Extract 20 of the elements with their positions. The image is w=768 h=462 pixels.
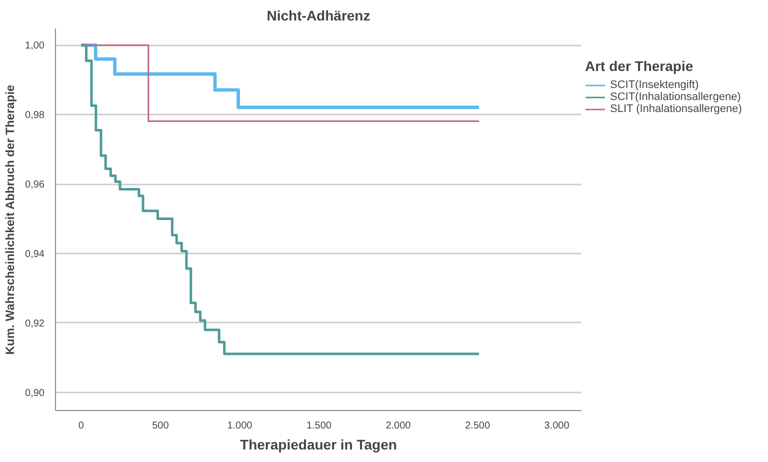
x-tick-label: 500: [152, 420, 170, 432]
legend-label: SLIT (Inhalationsallergene): [610, 103, 742, 115]
y-tick-label: 0,98: [25, 110, 45, 122]
legend-title: Art der Therapie: [585, 58, 694, 74]
y-tick-label: 0,90: [25, 388, 45, 399]
x-tick-label: 2.500: [464, 420, 490, 432]
y-axis-title: Kum. Wahrscheinlichkeit Abbruch der Therapie: [3, 84, 18, 355]
chart-title: Nicht-Adhärenz: [266, 8, 370, 24]
x-tick-label: 1.000: [227, 420, 253, 432]
legend-label: SCIT(Inhalationsallergene): [610, 91, 741, 103]
x-axis-title: Therapiedauer in Tagen: [240, 436, 397, 452]
x-tick-label: 1.500: [306, 420, 332, 432]
x-tick-label: 2.000: [386, 420, 412, 432]
y-tick-label: 0,94: [25, 249, 45, 260]
legend-label: SCIT(Insektengift): [610, 79, 699, 91]
x-tick-label: 0: [78, 420, 84, 432]
y-tick-label: 0,92: [25, 318, 45, 330]
x-tick-label: 3.000: [544, 420, 570, 432]
y-tick-label: 1,00: [25, 40, 45, 52]
y-tick-label: 0,96: [25, 180, 45, 191]
